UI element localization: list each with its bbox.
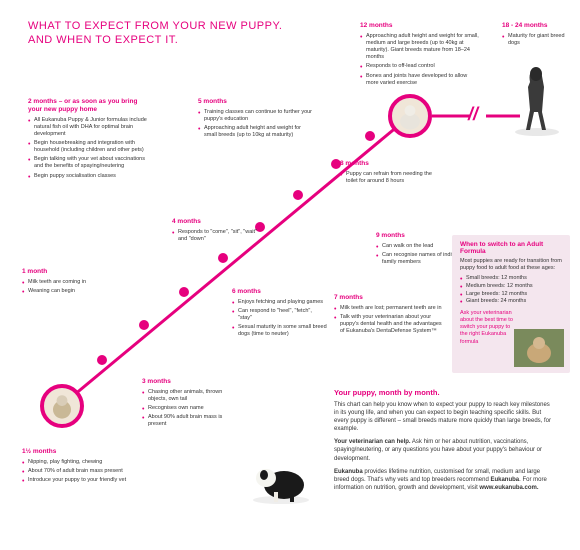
milestone-head: 6 months bbox=[232, 288, 327, 296]
milestone-head: 1 month bbox=[22, 268, 112, 276]
timeline-dot-1mo bbox=[97, 355, 107, 365]
milestone-item: Recognises own name bbox=[142, 405, 242, 412]
milestone-head: 1½ months bbox=[22, 448, 127, 456]
info-box-photo bbox=[514, 329, 564, 367]
info-box-item: Small breeds: 12 months bbox=[460, 275, 562, 283]
milestone-head: 2 months – or as soon as you bring your … bbox=[28, 98, 148, 114]
milestone-3mo: 3 months Chasing other animals, thrown o… bbox=[142, 378, 242, 431]
milestone-item: Begin talking with your vet about vaccin… bbox=[28, 156, 148, 170]
info-box-item: Giant breeds: 24 months bbox=[460, 298, 562, 306]
milestone-item: Training classes can continue to further… bbox=[198, 109, 313, 123]
milestone-item: Approaching adult height and weight for … bbox=[360, 33, 480, 62]
timeline-dot-2mo bbox=[139, 320, 149, 330]
milestone-12mo: 12 months Approaching adult height and w… bbox=[360, 22, 480, 89]
milestone-6mo: 6 months Enjoys fetching and playing gam… bbox=[232, 288, 327, 341]
milestone-item: Can respond to "heel", "fetch", "stay" bbox=[232, 308, 327, 322]
timeline-break: // bbox=[468, 104, 478, 125]
puppy-image-bottom bbox=[246, 450, 316, 505]
milestone-18-24mo: 18 - 24 months Maturity for giant breed … bbox=[502, 22, 572, 49]
milestone-item: Milk teeth are coming in bbox=[22, 279, 112, 286]
milestone-1mo: 1 month Milk teeth are coming in Weaning… bbox=[22, 268, 112, 297]
milestone-item: About 70% of adult brain mass present bbox=[22, 468, 127, 475]
milestone-item: Begin housebreaking and integration with… bbox=[28, 140, 148, 154]
timeline-dot-9mo bbox=[365, 131, 375, 141]
milestone-2mo: 2 months – or as soon as you bring your … bbox=[28, 98, 148, 182]
adult-formula-info-box: When to switch to an Adult Formula Most … bbox=[452, 235, 570, 373]
milestone-item: Begin puppy socialisation classes bbox=[28, 173, 148, 180]
timeline-photo-puppy-start bbox=[40, 384, 84, 428]
milestone-item: Sexual maturity in some small breed dogs… bbox=[232, 324, 327, 338]
info-box-intro: Most puppies are ready for transition fr… bbox=[460, 258, 562, 272]
body-head: Your puppy, month by month. bbox=[334, 388, 554, 397]
page-title-line-2: AND WHEN TO EXPECT IT. bbox=[28, 34, 178, 46]
info-box-item: Medium breeds: 12 months bbox=[460, 283, 562, 291]
milestone-item: Introduce your puppy to your friendly ve… bbox=[22, 477, 127, 484]
info-box-head: When to switch to an Adult Formula bbox=[460, 241, 562, 255]
info-box-item: Large breeds: 12 months bbox=[460, 291, 562, 299]
milestone-item: Responds to off-lead control bbox=[360, 63, 480, 70]
timeline-photo-puppy-8mo bbox=[388, 94, 432, 138]
page-title-line-1: WHAT TO EXPECT FROM YOUR NEW PUPPY. bbox=[28, 20, 282, 32]
timeline-dot-4mo bbox=[218, 253, 228, 263]
milestone-item: Approaching adult height and weight for … bbox=[198, 125, 313, 139]
milestone-item: Chasing other animals, thrown objects, o… bbox=[142, 389, 242, 403]
milestone-1-5mo: 1½ months Nipping, play fighting, chewin… bbox=[22, 448, 127, 486]
milestone-item: Bones and joints have developed to allow… bbox=[360, 73, 480, 87]
milestone-head: 4 months bbox=[172, 218, 267, 226]
milestone-7mo: 7 months Milk teeth are lost; permanent … bbox=[334, 294, 442, 337]
milestone-head: 7 months bbox=[334, 294, 442, 302]
milestone-head: 3 months bbox=[142, 378, 242, 386]
milestone-item: Milk teeth are lost; permanent teeth are… bbox=[334, 305, 442, 312]
milestone-8mo: 8 months Puppy can refrain from needing … bbox=[340, 160, 440, 187]
milestone-head: 12 months bbox=[360, 22, 480, 30]
body-p3: Eukanuba provides lifetime nutrition, cu… bbox=[334, 468, 554, 492]
milestone-item: About 90% adult brain mass is present bbox=[142, 414, 242, 428]
milestone-head: 8 months bbox=[340, 160, 440, 168]
milestone-head: 18 - 24 months bbox=[502, 22, 572, 30]
milestone-item: Talk with your veterinarian about your p… bbox=[334, 314, 442, 335]
milestone-item: Puppy can refrain from needing the toile… bbox=[340, 171, 440, 185]
body-p2: Your veterinarian can help. Ask him or h… bbox=[334, 438, 554, 462]
milestone-item: Maturity for giant breed dogs bbox=[502, 33, 572, 47]
milestone-item: Weaning can begin bbox=[22, 288, 112, 295]
milestone-5mo: 5 months Training classes can continue t… bbox=[198, 98, 313, 141]
body-copy: Your puppy, month by month. This chart c… bbox=[334, 388, 554, 497]
giant-breed-dog-image bbox=[510, 62, 565, 137]
milestone-item: Nipping, play fighting, chewing bbox=[22, 459, 127, 466]
milestone-head: 5 months bbox=[198, 98, 313, 106]
info-box-callout: Ask your veterinarian about the best tim… bbox=[460, 310, 518, 346]
timeline-dot-6mo bbox=[293, 190, 303, 200]
body-p1: This chart can help you know when to exp… bbox=[334, 401, 554, 433]
milestone-4mo: 4 months Responds to "come", "sit", "wai… bbox=[172, 218, 267, 245]
milestone-item: Responds to "come", "sit", "wait" and "d… bbox=[172, 229, 267, 243]
milestone-item: All Eukanuba Puppy & Junior formulas inc… bbox=[28, 117, 148, 138]
milestone-item: Enjoys fetching and playing games bbox=[232, 299, 327, 306]
timeline-dot-3mo bbox=[179, 287, 189, 297]
